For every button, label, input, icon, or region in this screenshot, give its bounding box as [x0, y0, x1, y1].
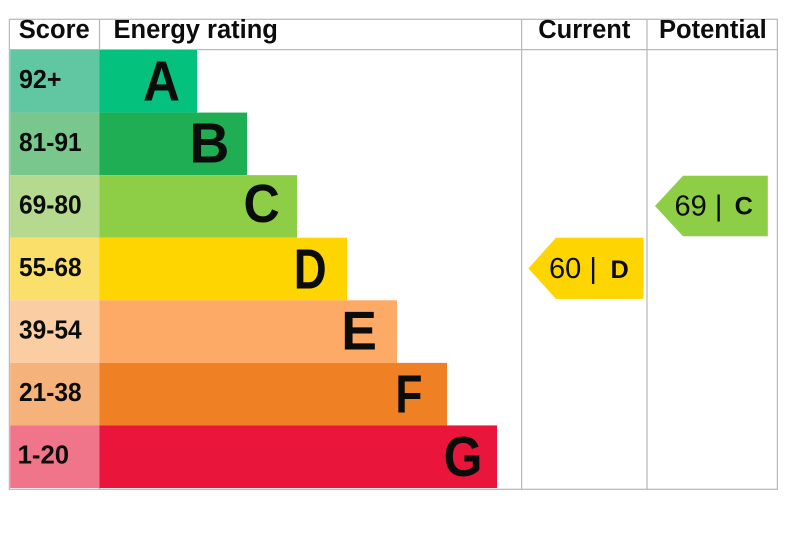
- svg-text:Current: Current: [538, 16, 631, 44]
- svg-text:Score: Score: [19, 16, 90, 44]
- svg-text:55-68: 55-68: [19, 254, 82, 282]
- svg-text:Potential: Potential: [659, 16, 767, 44]
- svg-text:D: D: [611, 256, 629, 284]
- svg-text:B: B: [189, 112, 229, 176]
- svg-text:69-80: 69-80: [19, 191, 82, 219]
- svg-text:Energy rating: Energy rating: [114, 16, 278, 44]
- svg-text:39-54: 39-54: [19, 317, 82, 345]
- svg-text:A: A: [143, 49, 180, 113]
- svg-text:G: G: [444, 425, 483, 489]
- svg-text:D: D: [294, 238, 327, 302]
- svg-text:81-91: 81-91: [19, 129, 82, 157]
- svg-text:69 |: 69 |: [675, 191, 723, 223]
- svg-text:1-20: 1-20: [18, 442, 70, 470]
- svg-text:C: C: [244, 174, 280, 234]
- svg-text:E: E: [341, 301, 377, 362]
- svg-text:F: F: [395, 365, 422, 424]
- svg-text:60 |: 60 |: [549, 253, 597, 285]
- svg-text:21-38: 21-38: [19, 379, 82, 407]
- svg-text:C: C: [735, 192, 753, 220]
- svg-text:92+: 92+: [19, 66, 62, 94]
